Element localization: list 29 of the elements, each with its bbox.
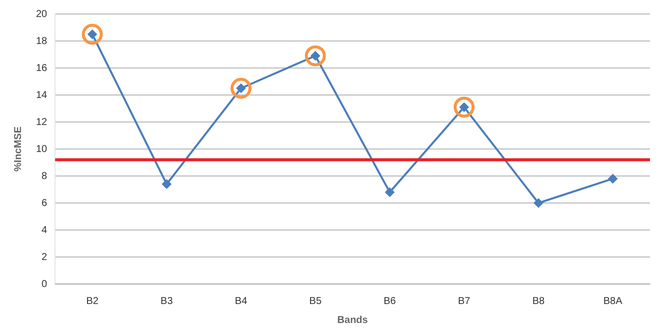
y-axis-title: %IncMSE: [12, 126, 24, 172]
y-tick-label: 14: [36, 90, 48, 101]
point: [534, 198, 543, 208]
y-tick-label: 6: [42, 198, 48, 209]
y-tick-label: 2: [42, 252, 48, 263]
point: [230, 78, 252, 99]
y-tick-label: 16: [36, 62, 48, 74]
y-tick-label: 8: [42, 170, 48, 182]
point: [82, 24, 103, 45]
x-tick-label: B4: [234, 296, 248, 307]
x-tick-label: B8A: [603, 296, 623, 307]
y-tick-label: 18: [36, 36, 48, 47]
y-tick-label: 12: [36, 116, 48, 128]
x-tick-label: B7: [458, 296, 471, 307]
x-tick-label: B8: [532, 296, 546, 307]
point: [304, 45, 326, 66]
y-tick-label: 4: [42, 224, 48, 236]
y-tick-label: 20: [36, 8, 48, 20]
x-tick-label: B5: [309, 296, 322, 307]
point: [162, 180, 172, 189]
x-tick-label: B2: [86, 296, 99, 307]
x-tick-label: B6: [384, 296, 396, 307]
point: [385, 188, 394, 197]
point: [608, 174, 618, 184]
y-tick-label: 10: [36, 144, 48, 155]
point: [454, 96, 475, 118]
x-tick-label: B3: [160, 296, 174, 307]
y-tick-label: 0: [42, 278, 48, 290]
x-axis-title: Bands: [337, 314, 368, 326]
